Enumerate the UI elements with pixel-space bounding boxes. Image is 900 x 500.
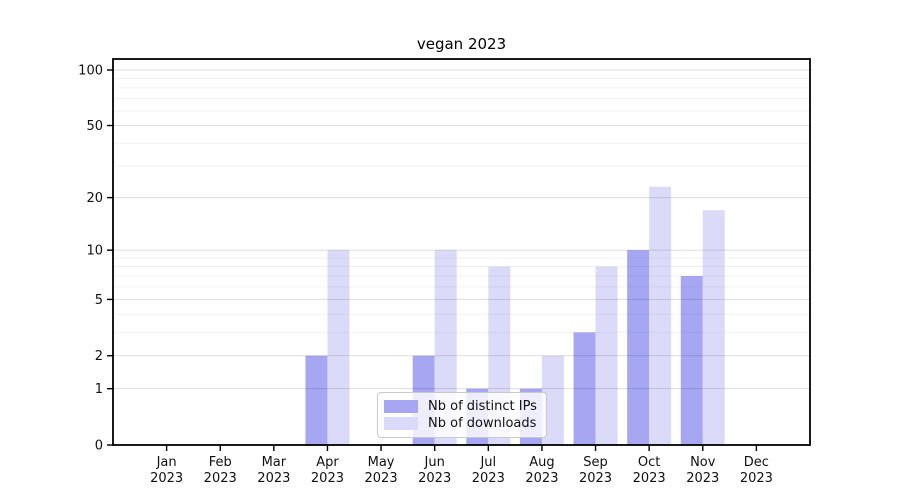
bar-distinct-ips-sep [573, 332, 596, 445]
legend-patch-distinct-ips [384, 399, 418, 413]
legend: Nb of distinct IPs Nb of downloads [377, 392, 547, 438]
x-tick-label-month-apr: Apr [316, 455, 339, 470]
y-tick-label-0: 0 [95, 439, 103, 454]
x-tick-label-year-sep: 2023 [579, 471, 612, 486]
legend-row-downloads: Nb of downloads [384, 416, 538, 431]
x-tick-label-month-jul: Jul [479, 455, 496, 470]
x-tick-label-year-feb: 2023 [204, 471, 237, 486]
x-tick-label-year-aug: 2023 [525, 471, 558, 486]
x-tick-label-month-may: May [368, 455, 395, 470]
y-tick-label-5: 5 [95, 293, 103, 308]
bar-distinct-ips-apr [305, 355, 328, 445]
x-tick-label-month-jun: Jun [424, 455, 445, 470]
bar-downloads-sep [595, 266, 618, 445]
chart-title: vegan 2023 [416, 35, 507, 53]
legend-patch-downloads [384, 417, 418, 431]
y-tick-label-10: 10 [86, 244, 103, 259]
bar-downloads-aug [541, 355, 564, 445]
bar-downloads-oct [649, 186, 672, 445]
x-tick-label-month-dec: Dec [744, 455, 769, 470]
x-tick-label-year-may: 2023 [365, 471, 398, 486]
x-tick-label-month-feb: Feb [209, 455, 232, 470]
x-tick-label-year-oct: 2023 [633, 471, 666, 486]
y-tick-label-50: 50 [86, 119, 103, 134]
bar-downloads-apr [327, 250, 350, 445]
x-tick-label-month-nov: Nov [690, 455, 716, 470]
bar-distinct-ips-nov [680, 276, 703, 445]
x-tick-label-year-jul: 2023 [472, 471, 505, 486]
x-tick-label-year-apr: 2023 [311, 471, 344, 486]
x-tick-label-year-mar: 2023 [257, 471, 290, 486]
bar-downloads-nov [702, 210, 725, 445]
x-tick-label-year-dec: 2023 [740, 471, 773, 486]
x-tick-label-month-mar: Mar [262, 455, 287, 470]
x-tick-label-month-sep: Sep [583, 455, 608, 470]
y-tick-label-20: 20 [86, 191, 103, 206]
bar-distinct-ips-oct [627, 250, 650, 445]
x-tick-label-year-jan: 2023 [150, 471, 183, 486]
x-tick-label-year-jun: 2023 [418, 471, 451, 486]
plot-frame [112, 58, 811, 446]
x-tick-label-month-aug: Aug [529, 455, 554, 470]
x-tick-label-month-jan: Jan [156, 455, 177, 470]
y-tick-label-1: 1 [95, 382, 103, 397]
legend-label-downloads: Nb of downloads [428, 416, 537, 432]
x-tick-label-month-oct: Oct [638, 455, 660, 470]
y-tick-label-2: 2 [95, 349, 103, 364]
x-tick-label-year-nov: 2023 [686, 471, 719, 486]
legend-label-distinct-ips: Nb of distinct IPs [428, 398, 537, 414]
legend-row-distinct-ips: Nb of distinct IPs [384, 399, 538, 414]
y-tick-label-100: 100 [78, 64, 103, 79]
